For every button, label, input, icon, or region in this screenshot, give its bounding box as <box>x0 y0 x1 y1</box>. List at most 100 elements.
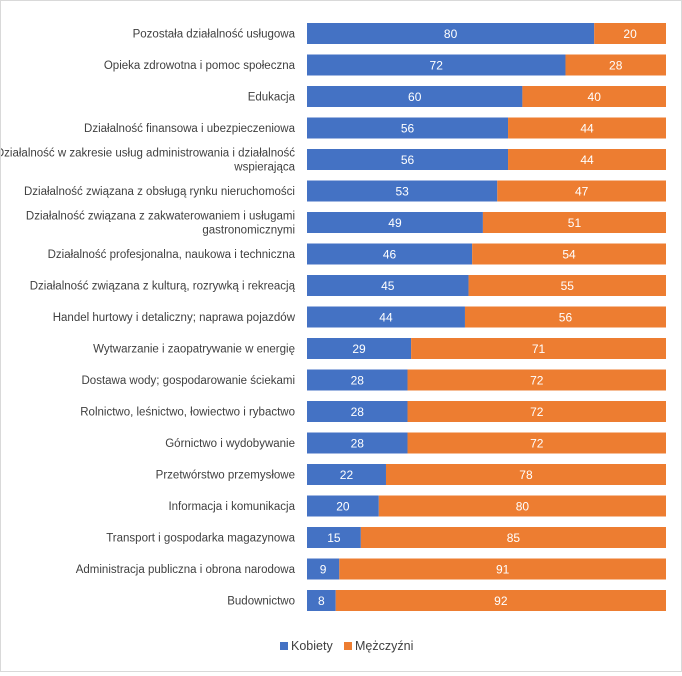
category-axis-labels: Pozostała działalność usługowa Opieka zdr… <box>0 29 296 608</box>
plot-area: 80 20 72 28 60 40 56 44 56 44 53 47 49 51 46 54 45 55 44 56… <box>307 23 666 611</box>
data-label: 56 <box>559 311 573 325</box>
bar-kobiety <box>307 338 412 359</box>
bar-kobiety <box>307 149 509 170</box>
data-label: 15 <box>327 531 341 545</box>
bar-mezczyzni <box>508 149 666 170</box>
data-label: 54 <box>562 248 576 262</box>
category-label: Działalność w zakresie usług administrow… <box>1 148 296 174</box>
data-label: 92 <box>494 594 508 608</box>
data-label: 91 <box>496 563 510 577</box>
bar-kobiety <box>307 306 465 328</box>
legend-label: Mężczyźni <box>355 639 413 653</box>
category-label: Pozostała działalność usługowa <box>133 29 296 41</box>
data-label: 28 <box>351 405 365 419</box>
category-label: Działalność związana z kulturą, rozrywką… <box>30 281 296 293</box>
bar-kobiety <box>307 369 408 391</box>
data-label: 8 <box>318 594 325 608</box>
legend-item-mezczyzni: Mężczyźni <box>344 639 413 653</box>
data-label: 60 <box>408 90 422 104</box>
legend-item-kobiety: Kobiety <box>280 639 333 653</box>
data-label: 55 <box>561 279 575 293</box>
bar-mezczyzni <box>411 338 666 359</box>
bar-kobiety <box>307 495 379 517</box>
data-label: 44 <box>580 122 594 136</box>
legend: Kobiety Mężczyźni <box>280 639 413 653</box>
bar-kobiety <box>307 558 340 580</box>
category-label: Transport i gospodarka magazynowa <box>106 533 295 545</box>
bar-kobiety <box>307 275 469 296</box>
bar-mezczyzni <box>407 432 666 454</box>
bar-mezczyzni <box>497 180 666 202</box>
category-label: Administracja publiczna i obrona narodow… <box>76 564 296 576</box>
legend-label: Kobiety <box>291 639 333 653</box>
bar-kobiety <box>307 117 509 139</box>
data-label: 51 <box>568 216 582 230</box>
data-label: 20 <box>623 27 637 41</box>
bar-mezczyzni <box>378 495 666 517</box>
category-label: Opieka zdrowotna i pomoc społeczna <box>104 60 296 72</box>
data-label: 45 <box>381 279 395 293</box>
bar-mezczyzni <box>472 243 666 265</box>
bar-mezczyzni <box>464 306 666 328</box>
data-label: 53 <box>395 185 409 199</box>
bar-kobiety <box>307 23 595 44</box>
data-label: 80 <box>516 500 530 514</box>
category-label: Informacja i komunikacja <box>168 501 295 513</box>
bar-mezczyzni <box>468 275 666 296</box>
data-label: 22 <box>340 468 354 482</box>
data-label: 9 <box>320 563 327 577</box>
bar-mezczyzni <box>335 590 666 611</box>
bar-mezczyzni <box>407 369 666 391</box>
data-label: 40 <box>588 90 602 104</box>
data-label: 71 <box>532 342 546 356</box>
bar-kobiety <box>307 590 336 611</box>
bar-mezczyzni <box>482 212 666 233</box>
category-label: Działalność profesjonalna, naukowa i tec… <box>48 249 296 261</box>
bar-kobiety <box>307 401 408 422</box>
bar-kobiety <box>307 212 483 233</box>
bar-kobiety <box>307 180 498 202</box>
data-label: 85 <box>507 531 521 545</box>
bar-mezczyzni <box>385 464 666 485</box>
legend-swatch <box>344 642 352 650</box>
data-label: 72 <box>530 405 544 419</box>
data-label: 28 <box>609 59 623 73</box>
bar-kobiety <box>307 243 473 265</box>
bar-mezczyzni <box>360 527 666 548</box>
category-label: Przetwórstwo przemysłowe <box>156 470 295 482</box>
data-label: 28 <box>351 437 365 451</box>
bar-mezczyzni <box>594 23 666 44</box>
data-label: 80 <box>444 27 458 41</box>
bar-kobiety <box>307 527 361 548</box>
data-label: 72 <box>530 437 544 451</box>
bar-kobiety <box>307 86 523 107</box>
data-label: 56 <box>401 122 415 136</box>
data-label: 46 <box>383 248 397 262</box>
data-label: 72 <box>430 59 444 73</box>
bar-mezczyzni <box>339 558 666 580</box>
data-label: 78 <box>519 468 533 482</box>
category-label: Górnictwo i wydobywanie <box>165 438 295 450</box>
data-label: 47 <box>575 185 589 199</box>
data-label: 29 <box>352 342 366 356</box>
category-label: Budownictwo <box>227 596 295 608</box>
data-label: 28 <box>351 374 365 388</box>
bar-mezczyzni <box>565 54 666 76</box>
category-label: Edukacja <box>248 92 296 104</box>
data-label: 72 <box>530 374 544 388</box>
category-label: Dostawa wody; gospodarowanie ściekami <box>82 375 296 387</box>
bar-mezczyzni <box>522 86 666 107</box>
bar-kobiety <box>307 54 566 76</box>
data-label: 20 <box>336 500 350 514</box>
data-label: 44 <box>580 153 594 167</box>
data-label: 49 <box>388 216 402 230</box>
bar-mezczyzni <box>508 117 666 139</box>
legend-swatch <box>280 642 288 650</box>
category-label: Rolnictwo, leśnictwo, łowiectwo i rybact… <box>80 407 295 419</box>
bar-mezczyzni <box>407 401 666 422</box>
category-label: Działalność związana z obsługą rynku nie… <box>24 186 295 198</box>
data-label: 56 <box>401 153 415 167</box>
bar-kobiety <box>307 432 408 454</box>
